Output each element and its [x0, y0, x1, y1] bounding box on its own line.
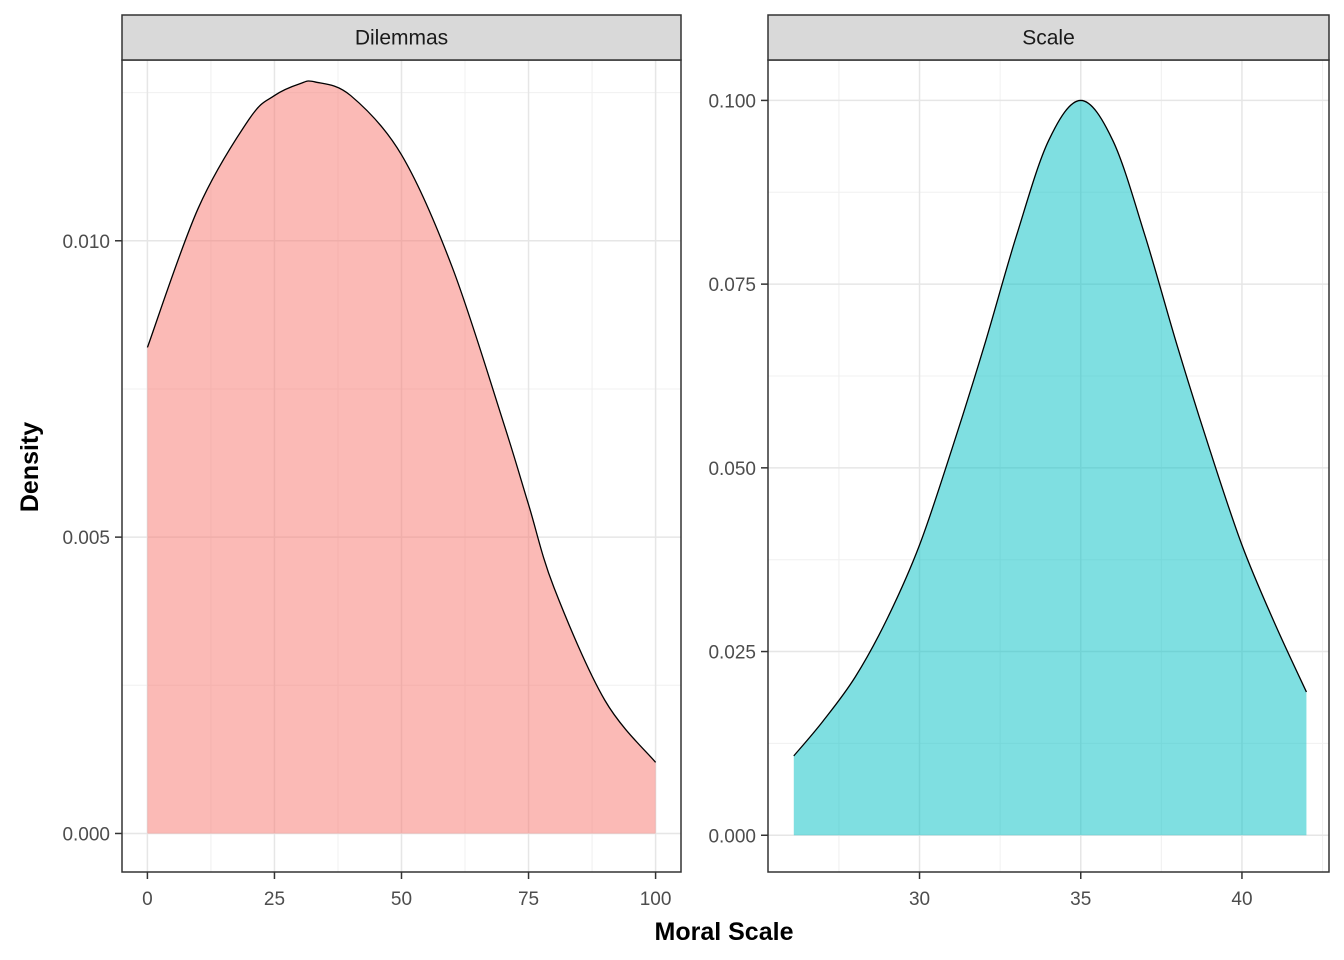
x-tick-label: 40	[1231, 889, 1252, 910]
y-axis: 0.000 0.025 0.050 0.075 0.100	[708, 91, 768, 847]
x-tick-label: 30	[909, 889, 930, 910]
x-tick-label: 35	[1070, 889, 1091, 910]
y-axis: 0.000 0.005 0.010	[62, 232, 122, 845]
y-tick-label: 0.075	[708, 275, 756, 296]
facet-panels: Dilemmas 0 25 50 75 100 0.000 0.005 0.010 Scale 30…	[62, 14, 1330, 910]
density-curve-scale	[793, 99, 1308, 757]
x-axis-title: Moral Scale	[655, 918, 794, 946]
y-tick-label: 0.050	[708, 459, 756, 480]
y-tick-label: 0.025	[708, 643, 756, 664]
density-curve-dilemmas	[146, 80, 657, 763]
x-tick-label: 75	[518, 889, 539, 910]
y-tick-label: 0.000	[708, 826, 756, 847]
y-tick-label: 0.010	[62, 232, 110, 253]
x-tick-label: 0	[142, 889, 153, 910]
y-axis-title: Density	[16, 422, 44, 512]
x-tick-label: 25	[264, 889, 285, 910]
density-area-scale	[793, 100, 1307, 836]
facet-strip	[121, 14, 682, 61]
panel-scale: Scale 30 35 40 0.000 0.025 0.050 0.075 0.100	[708, 14, 1330, 910]
density-area-dilemmas	[147, 81, 656, 834]
facet-strip-label: Dilemmas	[355, 27, 448, 50]
facet-strip-label: Scale	[1022, 27, 1075, 50]
facet-strip	[767, 14, 1330, 61]
y-tick-label: 0.100	[708, 91, 756, 112]
x-tick-label: 100	[640, 889, 672, 910]
y-tick-label: 0.000	[62, 824, 110, 845]
panel-dilemmas: Dilemmas 0 25 50 75 100 0.000 0.005 0.010	[62, 14, 682, 910]
x-axis: 30 35 40	[909, 872, 1253, 910]
x-axis: 0 25 50 75 100	[142, 872, 671, 910]
x-tick-label: 50	[391, 889, 412, 910]
y-tick-label: 0.005	[62, 528, 110, 549]
